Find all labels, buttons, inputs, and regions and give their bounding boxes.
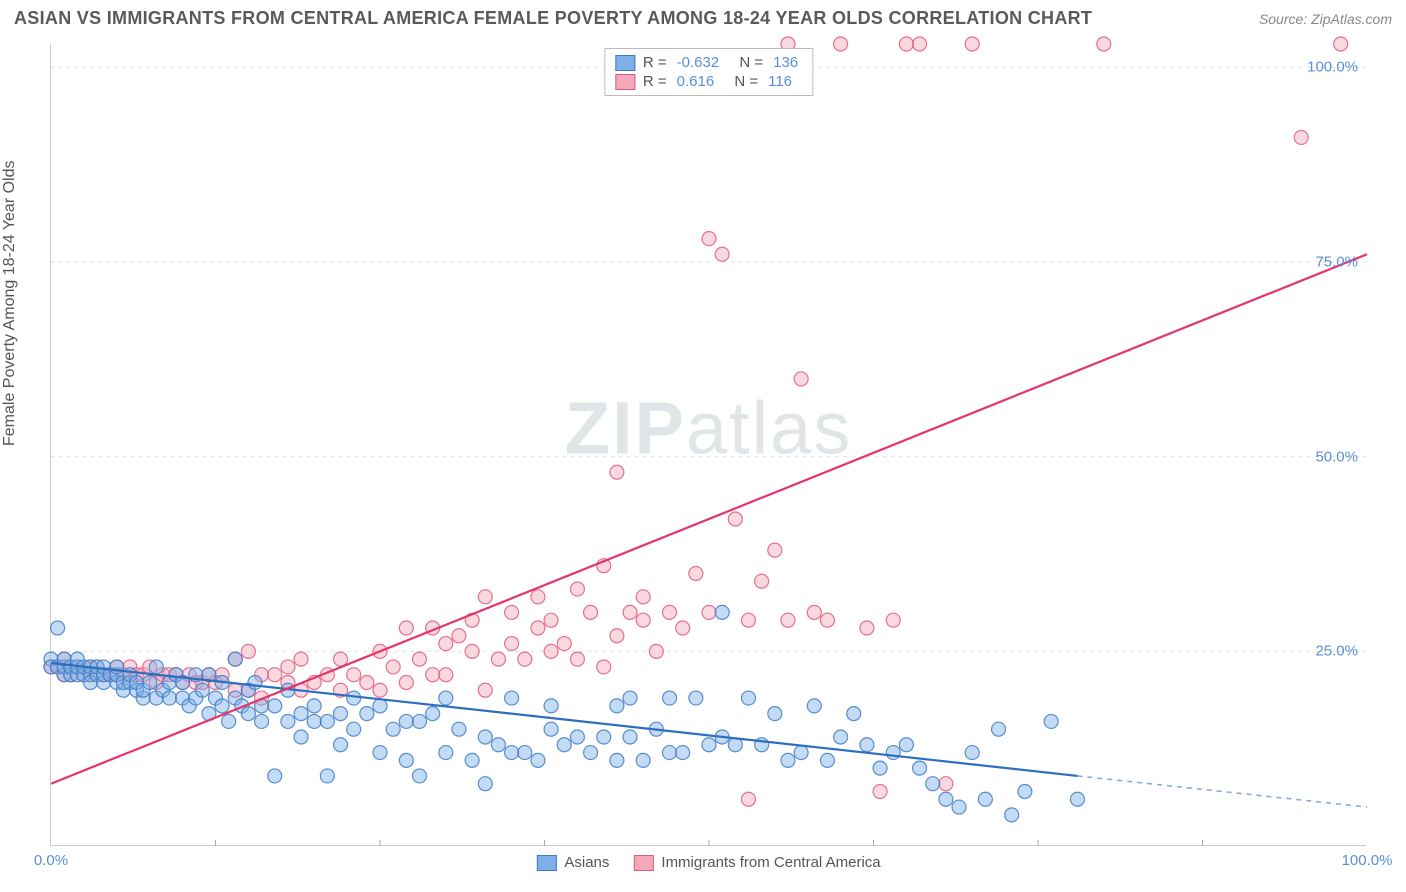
y-axis-label: Female Poverty Among 18-24 Year Olds bbox=[1, 161, 19, 447]
r-label: R = bbox=[643, 73, 667, 90]
r-label: R = bbox=[643, 54, 667, 71]
stats-row-immigrants: R = 0.616 N = 116 bbox=[615, 72, 802, 91]
swatch-immigrants bbox=[615, 74, 635, 90]
y-tick-label: 75.0% bbox=[1315, 254, 1358, 271]
n-label: N = bbox=[734, 73, 758, 90]
n-label: N = bbox=[739, 54, 763, 71]
legend-item-asians: Asians bbox=[536, 854, 609, 871]
r-value-immigrants: 0.616 bbox=[677, 73, 715, 90]
x-tick-label: 100.0% bbox=[1342, 852, 1393, 869]
n-value-immigrants: 116 bbox=[768, 73, 792, 90]
legend-swatch-immigrants bbox=[633, 855, 653, 871]
source-attribution: Source: ZipAtlas.com bbox=[1259, 11, 1392, 27]
legend-item-immigrants: Immigrants from Central America bbox=[633, 854, 880, 871]
legend-label-immigrants: Immigrants from Central America bbox=[661, 854, 880, 871]
chart-title: ASIAN VS IMMIGRANTS FROM CENTRAL AMERICA… bbox=[14, 8, 1092, 29]
correlation-stats-box: R = -0.632 N = 136 R = 0.616 N = 116 bbox=[604, 48, 813, 96]
plot-area: ZIPatlas R = -0.632 N = 136 R = 0.616 N … bbox=[50, 44, 1366, 846]
y-tick-label: 100.0% bbox=[1307, 59, 1358, 76]
legend-swatch-asians bbox=[536, 855, 556, 871]
legend-label-asians: Asians bbox=[564, 854, 609, 871]
y-tick-label: 25.0% bbox=[1315, 643, 1358, 660]
n-value-asians: 136 bbox=[773, 54, 798, 71]
x-tick-label: 0.0% bbox=[34, 852, 68, 869]
legend: Asians Immigrants from Central America bbox=[536, 854, 880, 871]
swatch-asians bbox=[615, 55, 635, 71]
chart-svg bbox=[51, 44, 1366, 845]
stats-row-asians: R = -0.632 N = 136 bbox=[615, 53, 802, 72]
y-tick-label: 50.0% bbox=[1315, 448, 1358, 465]
r-value-asians: -0.632 bbox=[677, 54, 720, 71]
